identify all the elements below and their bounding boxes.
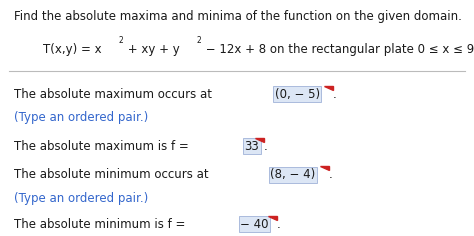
Text: − 40: − 40	[240, 218, 269, 231]
Text: The absolute minimum occurs at: The absolute minimum occurs at	[14, 168, 213, 181]
Text: .: .	[277, 218, 281, 231]
Polygon shape	[320, 166, 328, 170]
Text: Find the absolute maxima and minima of the function on the given domain.: Find the absolute maxima and minima of t…	[14, 10, 462, 23]
Polygon shape	[324, 86, 333, 90]
Text: 2: 2	[196, 36, 201, 45]
Text: .: .	[333, 88, 337, 101]
Text: .: .	[328, 168, 332, 181]
Text: The absolute minimum is f =: The absolute minimum is f =	[14, 218, 189, 231]
Text: (Type an ordered pair.): (Type an ordered pair.)	[14, 111, 148, 125]
Polygon shape	[255, 138, 264, 142]
Text: 33: 33	[245, 140, 259, 153]
Text: − 12x + 8 on the rectangular plate 0 ≤ x ≤ 9,  −5 ≤ y ≤ 0: − 12x + 8 on the rectangular plate 0 ≤ x…	[202, 43, 474, 56]
Text: + xy + y: + xy + y	[125, 43, 180, 56]
Text: The absolute maximum is f =: The absolute maximum is f =	[14, 140, 193, 153]
Text: 2: 2	[118, 36, 123, 45]
Text: .: .	[264, 140, 267, 153]
Text: The absolute maximum occurs at: The absolute maximum occurs at	[14, 88, 216, 101]
Polygon shape	[268, 216, 277, 220]
Text: (0, − 5): (0, − 5)	[274, 88, 319, 101]
Text: T(x,y) = x: T(x,y) = x	[43, 43, 101, 56]
Text: (8, − 4): (8, − 4)	[270, 168, 315, 181]
Text: (Type an ordered pair.): (Type an ordered pair.)	[14, 192, 148, 205]
